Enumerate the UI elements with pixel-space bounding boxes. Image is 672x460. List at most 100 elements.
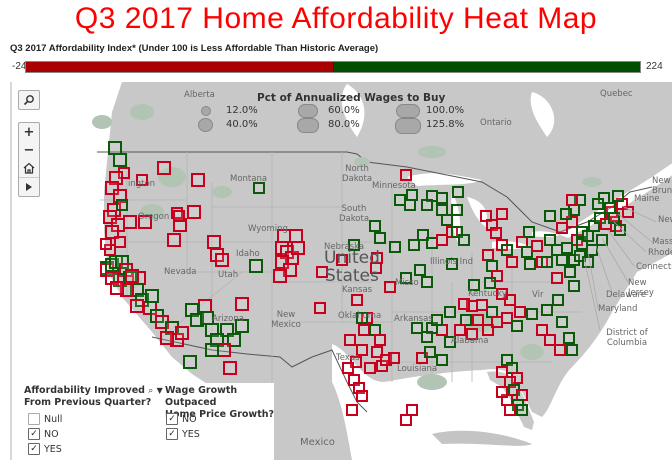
metro-marker-less-affordable[interactable] [384, 281, 396, 293]
metro-marker-less-affordable[interactable] [364, 362, 376, 374]
metro-marker-more-affordable[interactable] [431, 314, 443, 326]
metro-marker-more-affordable[interactable] [444, 336, 456, 348]
metro-marker-more-affordable[interactable] [501, 244, 513, 256]
metro-marker-more-affordable[interactable] [552, 294, 564, 306]
metro-marker-less-affordable[interactable] [400, 414, 412, 426]
metro-marker-more-affordable[interactable] [389, 241, 401, 253]
search-button[interactable] [18, 90, 40, 110]
metro-marker-less-affordable[interactable] [223, 361, 237, 375]
metro-marker-less-affordable[interactable] [187, 205, 201, 219]
metro-marker-less-affordable[interactable] [336, 254, 348, 266]
metro-marker-less-affordable[interactable] [316, 266, 328, 278]
metro-marker-less-affordable[interactable] [235, 297, 249, 311]
metro-marker-more-affordable[interactable] [249, 259, 263, 273]
metro-marker-more-affordable[interactable] [424, 346, 436, 358]
metro-marker-less-affordable[interactable] [551, 272, 563, 284]
metro-marker-more-affordable[interactable] [452, 186, 464, 198]
metro-marker-less-affordable[interactable] [125, 269, 139, 283]
metro-marker-more-affordable[interactable] [523, 226, 535, 238]
metro-marker-less-affordable[interactable] [504, 404, 516, 416]
metro-marker-less-affordable[interactable] [114, 236, 126, 248]
checkbox-affordability-null[interactable]: Null [28, 413, 62, 425]
metro-marker-more-affordable[interactable] [516, 404, 528, 416]
metro-marker-less-affordable[interactable] [496, 386, 508, 398]
metro-marker-more-affordable[interactable] [582, 256, 594, 268]
metro-marker-less-affordable[interactable] [123, 215, 137, 229]
metro-marker-less-affordable[interactable] [436, 234, 448, 246]
metro-marker-less-affordable[interactable] [506, 256, 518, 268]
metro-marker-more-affordable[interactable] [421, 199, 433, 211]
metro-marker-more-affordable[interactable] [460, 314, 472, 326]
metro-marker-more-affordable[interactable] [369, 220, 381, 232]
metro-marker-more-affordable[interactable] [436, 192, 448, 204]
metro-marker-less-affordable[interactable] [454, 324, 466, 336]
checkmark-icon[interactable]: ✓ [166, 428, 178, 440]
metro-marker-more-affordable[interactable] [406, 189, 418, 201]
checkmark-icon[interactable]: ✓ [166, 413, 178, 425]
metro-marker-less-affordable[interactable] [136, 174, 148, 186]
metro-marker-more-affordable[interactable] [526, 308, 538, 320]
metro-marker-less-affordable[interactable] [501, 312, 513, 324]
metro-marker-more-affordable[interactable] [235, 319, 249, 333]
metro-marker-more-affordable[interactable] [183, 355, 197, 369]
metro-marker-more-affordable[interactable] [441, 214, 453, 226]
checkbox-wage-yes[interactable]: ✓ YES [166, 428, 200, 440]
metro-marker-more-affordable[interactable] [451, 204, 463, 216]
metro-marker-more-affordable[interactable] [394, 194, 406, 206]
metro-marker-more-affordable[interactable] [561, 242, 573, 254]
metro-marker-more-affordable[interactable] [614, 224, 626, 236]
play-icon[interactable] [19, 177, 39, 196]
metro-marker-more-affordable[interactable] [145, 289, 159, 303]
metro-marker-more-affordable[interactable] [444, 306, 456, 318]
metro-marker-less-affordable[interactable] [370, 262, 382, 274]
metro-marker-less-affordable[interactable] [472, 314, 484, 326]
metro-marker-more-affordable[interactable] [544, 210, 556, 222]
zoom-in-button[interactable]: + [23, 124, 35, 140]
metro-marker-less-affordable[interactable] [356, 390, 368, 402]
metro-marker-less-affordable[interactable] [105, 225, 119, 239]
metro-marker-less-affordable[interactable] [374, 334, 386, 346]
metro-marker-less-affordable[interactable] [273, 269, 287, 283]
metro-marker-less-affordable[interactable] [406, 404, 418, 416]
metro-marker-less-affordable[interactable] [175, 326, 189, 340]
metro-marker-more-affordable[interactable] [468, 279, 480, 291]
checkbox-unchecked[interactable] [28, 413, 40, 425]
metro-marker-less-affordable[interactable] [314, 302, 326, 314]
metro-marker-less-affordable[interactable] [388, 352, 400, 364]
metro-marker-more-affordable[interactable] [253, 182, 265, 194]
metro-marker-more-affordable[interactable] [556, 316, 568, 328]
metro-marker-more-affordable[interactable] [356, 312, 368, 324]
metro-marker-more-affordable[interactable] [612, 190, 624, 202]
metro-marker-more-affordable[interactable] [411, 322, 423, 334]
metro-marker-less-affordable[interactable] [466, 328, 478, 340]
checkbox-affordability-no[interactable]: ✓ NO [28, 428, 59, 440]
metro-marker-more-affordable[interactable] [408, 239, 420, 251]
metro-marker-less-affordable[interactable] [105, 181, 119, 195]
dropdown-arrow-icon[interactable]: ▼ [156, 386, 163, 395]
zoom-out-button[interactable]: − [23, 142, 35, 158]
checkbox-affordability-yes[interactable]: ✓ YES [28, 443, 62, 455]
metro-marker-more-affordable[interactable] [484, 277, 496, 289]
metro-marker-less-affordable[interactable] [376, 360, 388, 372]
metro-marker-more-affordable[interactable] [563, 332, 575, 344]
metro-marker-less-affordable[interactable] [157, 161, 171, 175]
metro-marker-less-affordable[interactable] [275, 255, 289, 269]
metro-marker-less-affordable[interactable] [351, 294, 363, 306]
metro-marker-less-affordable[interactable] [215, 253, 229, 267]
metro-marker-less-affordable[interactable] [191, 173, 205, 187]
metro-marker-less-affordable[interactable] [496, 208, 508, 220]
checkmark-icon[interactable]: ✓ [28, 443, 40, 455]
metro-marker-less-affordable[interactable] [536, 324, 548, 336]
metro-marker-more-affordable[interactable] [592, 198, 604, 210]
metro-marker-more-affordable[interactable] [436, 354, 448, 366]
metro-marker-less-affordable[interactable] [346, 404, 358, 416]
metro-marker-less-affordable[interactable] [622, 206, 634, 218]
home-icon[interactable] [19, 159, 39, 177]
metro-marker-less-affordable[interactable] [554, 344, 566, 356]
metro-marker-less-affordable[interactable] [400, 169, 412, 181]
metro-marker-less-affordable[interactable] [138, 215, 152, 229]
metro-marker-more-affordable[interactable] [568, 280, 580, 292]
metro-marker-more-affordable[interactable] [400, 272, 412, 284]
metro-marker-more-affordable[interactable] [348, 239, 360, 251]
metro-marker-less-affordable[interactable] [458, 298, 470, 310]
